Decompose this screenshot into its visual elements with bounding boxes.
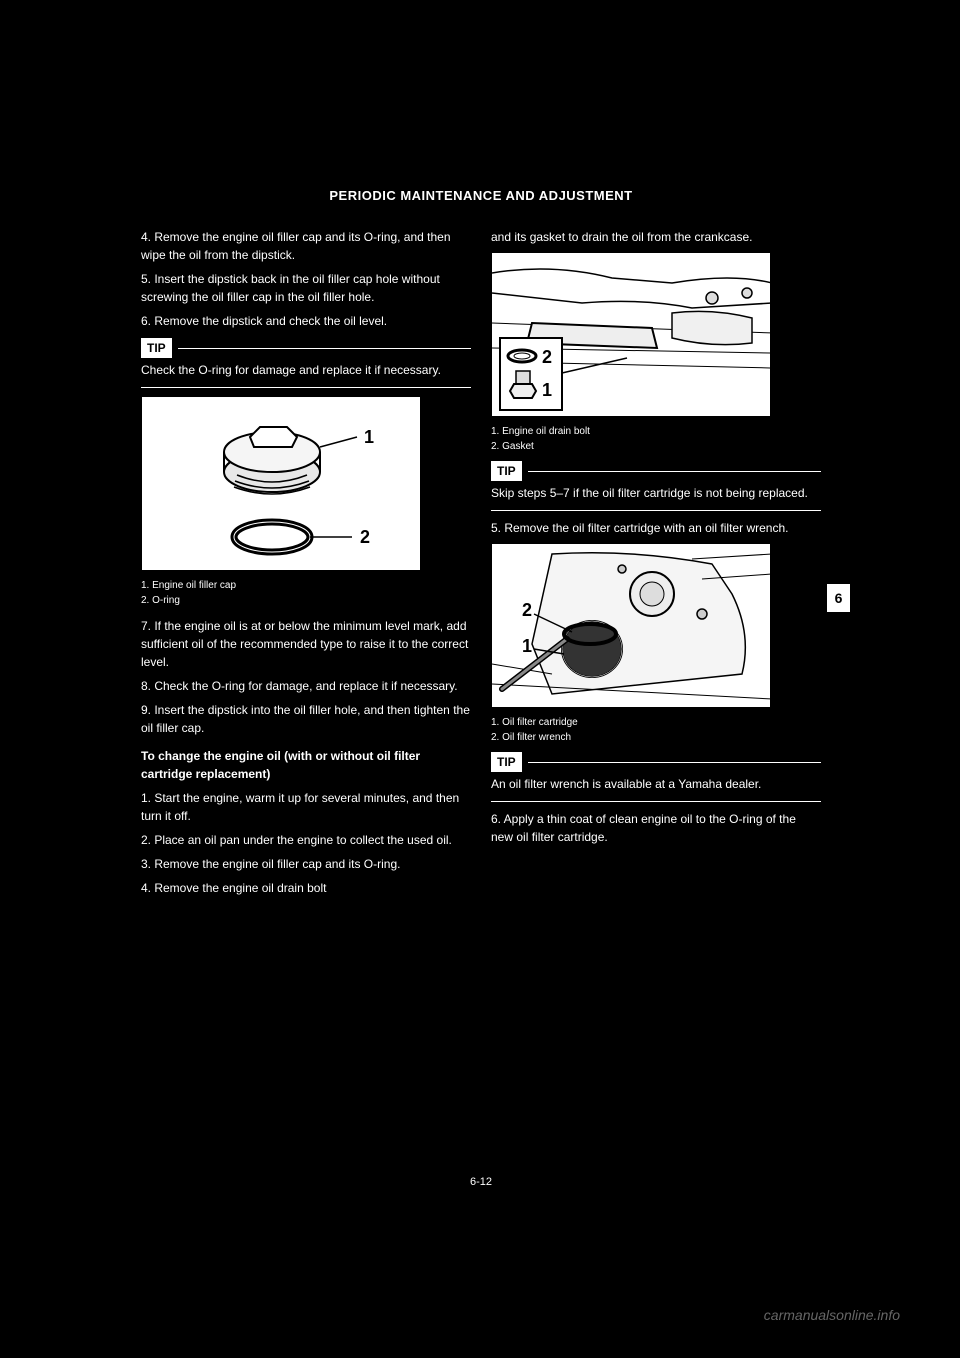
step-4: 4. Remove the engine oil filler cap and … [141, 228, 471, 264]
change-step-6: 6. Apply a thin coat of clean engine oil… [491, 810, 821, 846]
separator [141, 387, 471, 388]
change-step-5: 5. Remove the oil filter cartridge with … [491, 519, 821, 537]
step-9: 9. Insert the dipstick into the oil fill… [141, 701, 471, 737]
tip-header-2: TIP [491, 461, 821, 481]
oil-cap-diagram: 1 2 [142, 397, 421, 571]
callout-1: 1 [364, 427, 374, 447]
step-8: 8. Check the O-ring for damage, and repl… [141, 677, 471, 695]
callout-1b: 1 [542, 380, 552, 400]
content-columns: 4. Remove the engine oil filler cap and … [141, 228, 821, 903]
change-step-3: 3. Remove the engine oil filler cap and … [141, 855, 471, 873]
figure-oil-cap: 1 2 [141, 396, 421, 571]
tip-rule-2 [528, 471, 821, 472]
tip-rule [178, 348, 471, 349]
step-7: 7. If the engine oil is at or below the … [141, 617, 471, 671]
figure-drain-bolt: 2 1 [491, 252, 771, 417]
tip-label-2: TIP [491, 461, 522, 481]
fig1-cap2: 2. O-ring [141, 594, 471, 607]
subheading: To change the engine oil (with or withou… [141, 747, 471, 783]
fig2-cap2: 2. Gasket [491, 440, 821, 453]
section-tab: 6 [826, 583, 851, 613]
callout-2b: 2 [542, 347, 552, 367]
drain-bolt-diagram: 2 1 [492, 253, 771, 417]
manual-page: PERIODIC MAINTENANCE AND ADJUSTMENT 4. R… [141, 188, 821, 1193]
change-step-1: 1. Start the engine, warm it up for seve… [141, 789, 471, 825]
page-header: PERIODIC MAINTENANCE AND ADJUSTMENT [141, 188, 821, 203]
figure-oil-filter: 2 1 [491, 543, 771, 708]
fig3-cap2: 2. Oil filter wrench [491, 731, 821, 744]
change-step-2: 2. Place an oil pan under the engine to … [141, 831, 471, 849]
tip-text-1: Check the O-ring for damage and replace … [141, 361, 471, 379]
tip-label: TIP [141, 338, 172, 358]
callout-2c: 2 [522, 600, 532, 620]
tip-text-2: Skip steps 5–7 if the oil filter cartrid… [491, 484, 821, 502]
right-column: and its gasket to drain the oil from the… [491, 228, 821, 903]
tip-label-3: TIP [491, 752, 522, 772]
tab-number: 6 [835, 590, 843, 606]
callout-2: 2 [360, 527, 370, 547]
tip-rule-3 [528, 762, 821, 763]
tip-header-3: TIP [491, 752, 821, 772]
separator-2 [491, 510, 821, 511]
watermark: carmanualsonline.info [764, 1307, 900, 1323]
step-4-cont: and its gasket to drain the oil from the… [491, 228, 821, 246]
fig2-cap1: 1. Engine oil drain bolt [491, 425, 821, 438]
header-title: PERIODIC MAINTENANCE AND ADJUSTMENT [141, 188, 821, 203]
tip-text-3: An oil filter wrench is available at a Y… [491, 775, 821, 793]
tip-header-1: TIP [141, 338, 471, 358]
step-5: 5. Insert the dipstick back in the oil f… [141, 270, 471, 306]
callout-1c: 1 [522, 636, 532, 656]
oil-filter-diagram: 2 1 [492, 544, 771, 708]
separator-3 [491, 801, 821, 802]
fig3-cap1: 1. Oil filter cartridge [491, 716, 821, 729]
page-number: 6-12 [470, 1176, 492, 1188]
left-column: 4. Remove the engine oil filler cap and … [141, 228, 471, 903]
fig1-cap1: 1. Engine oil filler cap [141, 579, 471, 592]
step-6: 6. Remove the dipstick and check the oil… [141, 312, 471, 330]
change-step-4: 4. Remove the engine oil drain bolt [141, 879, 471, 897]
